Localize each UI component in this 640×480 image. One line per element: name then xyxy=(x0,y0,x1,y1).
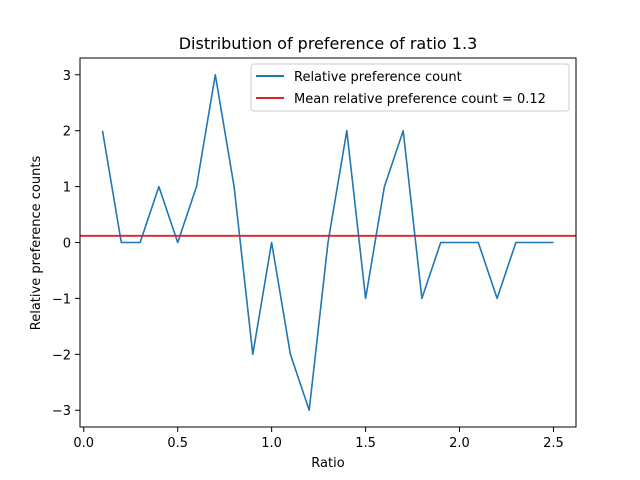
y-tick-label: −3 xyxy=(52,404,71,419)
x-axis-ticks: 0.0 0.5 1.0 1.5 2.0 2.5 xyxy=(73,427,564,451)
series-line xyxy=(101,74,554,412)
y-axis-ticks: 3 2 1 0 −1 −2 −3 xyxy=(52,69,80,419)
x-tick-label: 1.0 xyxy=(261,436,282,451)
x-tick-label: 2.5 xyxy=(543,436,564,451)
x-tick-label: 1.5 xyxy=(355,436,376,451)
legend: Relative preference count Mean relative … xyxy=(250,63,570,112)
legend-label-mean: Mean relative preference count = 0.12 xyxy=(294,92,546,107)
y-tick-label: 1 xyxy=(63,181,71,196)
legend-box xyxy=(250,63,570,112)
y-axis-label: Relative preference counts xyxy=(29,156,44,331)
y-tick-label: 0 xyxy=(63,237,71,252)
y-tick-label: −1 xyxy=(52,292,71,307)
x-tick-label: 0.5 xyxy=(167,436,188,451)
y-tick-label: −2 xyxy=(52,348,71,363)
x-tick-label: 0.0 xyxy=(73,436,94,451)
y-tick-label: 2 xyxy=(63,125,71,140)
legend-label-series: Relative preference count xyxy=(294,70,462,85)
y-tick-label: 3 xyxy=(63,69,71,84)
x-tick-label: 2.0 xyxy=(449,436,470,451)
chart-title: Distribution of preference of ratio 1.3 xyxy=(179,34,478,53)
x-axis-label: Ratio xyxy=(311,456,344,471)
plot-area xyxy=(79,57,577,428)
